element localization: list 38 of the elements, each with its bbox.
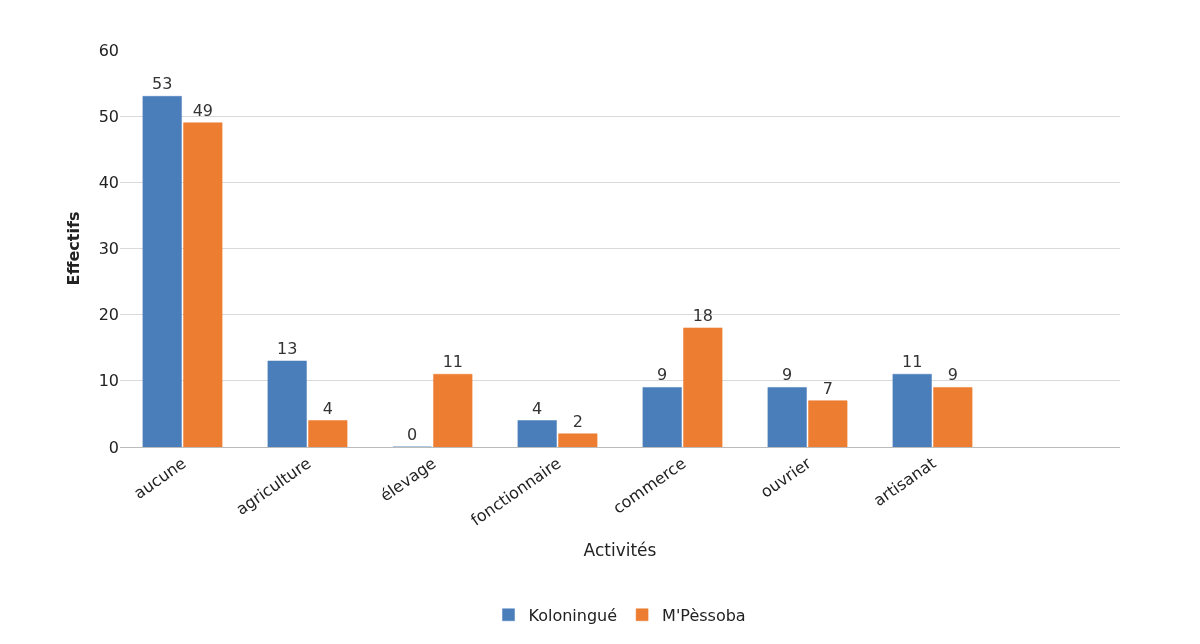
legend-label: M'Pèssoba bbox=[662, 606, 746, 625]
bar bbox=[308, 420, 348, 447]
data-label: 2 bbox=[572, 411, 583, 431]
data-label: 9 bbox=[782, 365, 793, 385]
bar bbox=[558, 433, 598, 447]
data-label: 9 bbox=[657, 365, 668, 385]
bar bbox=[433, 373, 473, 447]
bar bbox=[892, 373, 932, 447]
y-tick-label: 0 bbox=[108, 437, 119, 457]
data-label: 4 bbox=[532, 398, 543, 418]
y-tick-label: 40 bbox=[98, 172, 119, 192]
bar bbox=[183, 122, 223, 447]
data-label: 7 bbox=[822, 378, 833, 398]
x-axis-title: Activités bbox=[583, 539, 657, 560]
data-label: 13 bbox=[277, 338, 298, 358]
y-axis-title: Effectifs bbox=[63, 211, 83, 286]
data-label: 11 bbox=[442, 352, 463, 372]
bar bbox=[933, 387, 973, 447]
bar bbox=[517, 420, 557, 447]
bar bbox=[808, 400, 848, 447]
y-tick-label: 50 bbox=[98, 106, 119, 126]
data-label: 49 bbox=[192, 100, 213, 120]
bar bbox=[267, 360, 307, 447]
data-label: 18 bbox=[692, 305, 713, 325]
data-label: 11 bbox=[902, 352, 923, 372]
data-label: 53 bbox=[152, 74, 173, 94]
bar bbox=[767, 387, 807, 447]
bar bbox=[683, 327, 723, 447]
y-tick-label: 10 bbox=[98, 371, 119, 391]
y-tick-label: 30 bbox=[98, 239, 119, 259]
legend-label: Koloningué bbox=[528, 606, 618, 625]
data-label: 0 bbox=[407, 425, 418, 444]
data-label: 4 bbox=[322, 398, 333, 418]
data-label: 9 bbox=[947, 365, 958, 385]
y-tick-label: 20 bbox=[98, 305, 119, 325]
y-tick-label: 60 bbox=[98, 40, 119, 60]
bar bbox=[142, 96, 182, 447]
bar bbox=[642, 387, 682, 447]
